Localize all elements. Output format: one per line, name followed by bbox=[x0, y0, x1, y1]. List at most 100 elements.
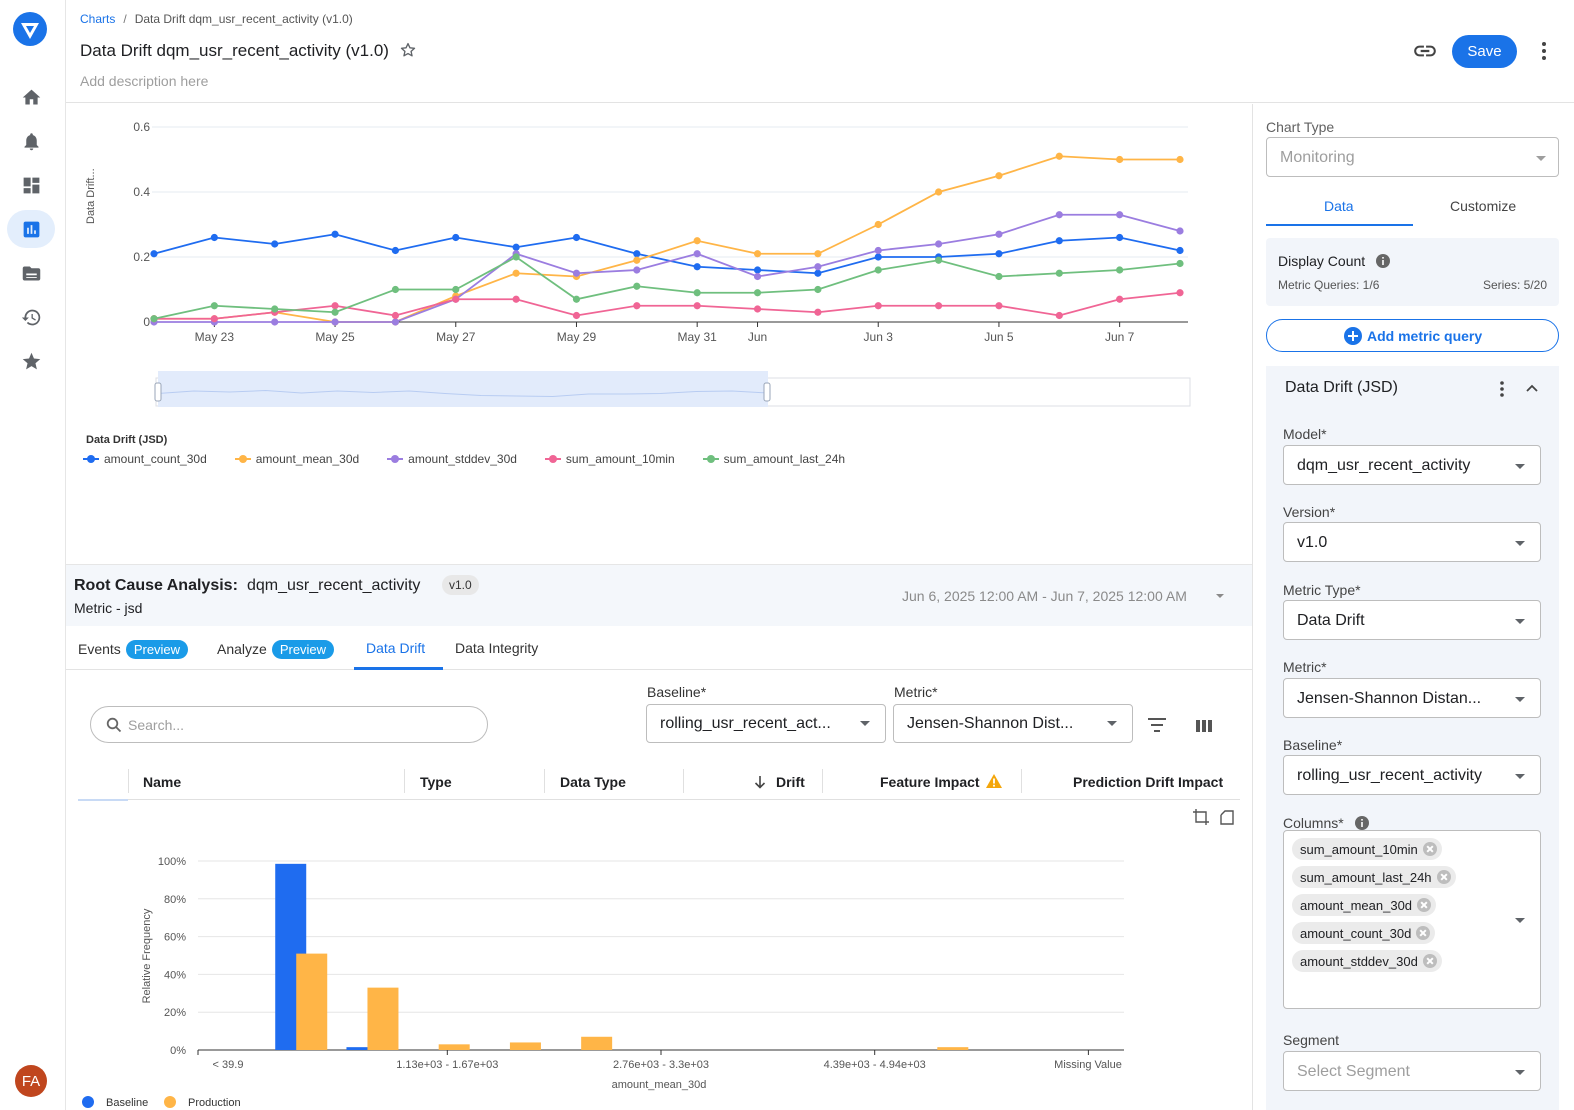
date-range-caret-icon[interactable] bbox=[1214, 590, 1226, 602]
data-point bbox=[633, 302, 641, 310]
tab-events[interactable]: Events Preview bbox=[78, 640, 189, 659]
legend-item[interactable]: sum_amount_10min bbox=[544, 452, 675, 466]
user-avatar[interactable]: FA bbox=[15, 1065, 47, 1097]
display-count-card: Display Count Metric Queries: 1/6 Series… bbox=[1266, 238, 1559, 306]
description-input[interactable]: Add description here bbox=[80, 73, 209, 89]
rca-date-range[interactable]: Jun 6, 2025 12:00 AM - Jun 7, 2025 12:00… bbox=[902, 588, 1187, 604]
data-point bbox=[1176, 289, 1184, 297]
column-chip[interactable]: amount_count_30d bbox=[1292, 922, 1436, 944]
model-select[interactable]: dqm_usr_recent_activity bbox=[1283, 445, 1541, 485]
metric-select[interactable]: Jensen-Shannon Dist... bbox=[893, 704, 1133, 743]
legend-item[interactable]: amount_mean_30d bbox=[234, 452, 359, 466]
filter-icon[interactable] bbox=[1146, 716, 1168, 734]
column-chip[interactable]: sum_amount_10min bbox=[1292, 838, 1442, 860]
files-nav[interactable] bbox=[7, 254, 55, 292]
y-tick-label: 0.4 bbox=[133, 185, 150, 199]
column-header-feature-impact[interactable]: Feature Impact bbox=[880, 774, 980, 790]
favorite-star-icon[interactable] bbox=[399, 41, 417, 59]
search-box[interactable] bbox=[90, 706, 488, 743]
x-tick-label: Jun 5 bbox=[984, 330, 1014, 344]
zoom-in-icon[interactable] bbox=[1192, 808, 1210, 826]
tab-data-drift[interactable]: Data Drift bbox=[366, 640, 426, 656]
x-tick-label: May 25 bbox=[315, 330, 355, 344]
baseline-select[interactable]: rolling_usr_recent_activity bbox=[1283, 755, 1541, 795]
histogram-bar-production bbox=[438, 1044, 470, 1050]
copy-link-icon[interactable] bbox=[1412, 38, 1438, 64]
tab-analyze[interactable]: Analyze Preview bbox=[217, 640, 335, 659]
remove-chip-icon[interactable] bbox=[1416, 926, 1431, 940]
column-header-data-type[interactable]: Data Type bbox=[560, 774, 626, 790]
chart-type-select[interactable]: Monitoring bbox=[1266, 137, 1559, 177]
search-input[interactable] bbox=[128, 715, 468, 735]
app-logo[interactable] bbox=[13, 12, 47, 46]
tab-data[interactable]: Data bbox=[1324, 198, 1354, 214]
segment-select[interactable]: Select Segment bbox=[1283, 1051, 1541, 1091]
range-slider-handle-right bbox=[763, 382, 771, 402]
metric-type-select[interactable]: Data Drift bbox=[1283, 600, 1541, 640]
legend-label: sum_amount_last_24h bbox=[723, 452, 846, 466]
data-point bbox=[391, 311, 400, 320]
dashboards-nav[interactable] bbox=[7, 166, 55, 204]
active-tab-indicator bbox=[1266, 224, 1413, 226]
query-more-options-icon[interactable] bbox=[1499, 380, 1505, 398]
breadcrumb-charts-link[interactable]: Charts bbox=[80, 12, 116, 26]
remove-chip-icon[interactable] bbox=[1422, 842, 1437, 856]
data-point bbox=[452, 285, 460, 294]
remove-chip-icon[interactable] bbox=[1436, 870, 1451, 884]
legend-item[interactable]: amount_stddev_30d bbox=[387, 452, 517, 466]
favorites-nav[interactable] bbox=[7, 342, 55, 380]
data-drift-line-chart[interactable]: 0 0.2 0.4 0.6 Data Drift... May 23 May 25 May 2… bbox=[66, 104, 1252, 424]
data-point bbox=[633, 266, 641, 274]
history-icon bbox=[21, 309, 40, 325]
chevron-down-icon bbox=[1515, 697, 1525, 702]
data-point bbox=[1055, 311, 1063, 320]
column-chip[interactable]: amount_mean_30d bbox=[1292, 894, 1437, 916]
metric-query-form: Model* dqm_usr_recent_activity Version* … bbox=[1266, 412, 1559, 1110]
chevron-up-icon[interactable] bbox=[1525, 382, 1539, 394]
baseline-label: Baseline* bbox=[1283, 737, 1343, 753]
history-nav[interactable] bbox=[7, 298, 55, 336]
column-chip-label: sum_amount_10min bbox=[1300, 842, 1418, 857]
tab-customize[interactable]: Customize bbox=[1450, 198, 1517, 214]
x-tick-label: Missing Value bbox=[1054, 1059, 1122, 1071]
column-header-type[interactable]: Type bbox=[420, 774, 452, 790]
metric-queries-count: Metric Queries: 1/6 bbox=[1278, 278, 1380, 292]
column-chip-label: amount_mean_30d bbox=[1300, 898, 1413, 913]
columns-icon[interactable] bbox=[1194, 718, 1214, 734]
column-chip[interactable]: sum_amount_last_24h bbox=[1292, 866, 1456, 888]
page-title[interactable]: Data Drift dqm_usr_recent_activity (v1.0… bbox=[80, 41, 389, 60]
distribution-histogram[interactable]: 0% 20% 40% 60% 80% 100% Relative Frequency < 39… bbox=[66, 844, 1252, 1110]
column-header-name[interactable]: Name bbox=[143, 774, 182, 790]
column-header-prediction-drift-impact[interactable]: Prediction Drift Impact bbox=[1073, 774, 1224, 790]
y-tick-label: 40% bbox=[164, 969, 186, 981]
remove-chip-icon[interactable] bbox=[1417, 898, 1432, 912]
home-nav[interactable] bbox=[7, 78, 55, 116]
info-icon[interactable] bbox=[1355, 816, 1369, 830]
baseline-select[interactable]: rolling_usr_recent_act... bbox=[646, 704, 886, 743]
y-tick-label: 100% bbox=[158, 856, 186, 868]
y-axis-label: Relative Frequency bbox=[141, 908, 153, 1003]
data-point bbox=[753, 266, 762, 274]
home-icon bbox=[22, 89, 40, 104]
save-button[interactable]: Save bbox=[1452, 35, 1517, 68]
metric-select[interactable]: Jensen-Shannon Distan... bbox=[1283, 678, 1541, 718]
legend-item[interactable]: amount_count_30d bbox=[83, 452, 207, 466]
zoom-reset-icon[interactable] bbox=[1218, 808, 1236, 826]
charts-nav[interactable] bbox=[7, 210, 55, 248]
more-options-icon[interactable] bbox=[1536, 40, 1552, 62]
column-chip[interactable]: amount_stddev_30d bbox=[1292, 950, 1442, 972]
alerts-nav[interactable] bbox=[7, 122, 55, 160]
tab-data-integrity[interactable]: Data Integrity bbox=[455, 640, 539, 656]
legend-item[interactable]: sum_amount_last_24h bbox=[702, 452, 846, 466]
remove-chip-icon[interactable] bbox=[1422, 954, 1437, 968]
columns-multiselect[interactable]: sum_amount_10min sum_amount_last_24h amo… bbox=[1283, 830, 1541, 1009]
column-header-drift[interactable]: Drift bbox=[776, 774, 805, 790]
add-metric-query-button[interactable]: Add metric query bbox=[1266, 319, 1559, 352]
version-select[interactable]: v1.0 bbox=[1283, 522, 1541, 562]
x-tick-label: 1.13e+03 - 1.67e+03 bbox=[396, 1059, 498, 1071]
chevron-down-icon bbox=[1536, 156, 1546, 161]
sort-arrow-down-icon[interactable] bbox=[754, 775, 766, 789]
info-icon[interactable] bbox=[1376, 254, 1390, 268]
legend-swatch bbox=[544, 455, 561, 463]
